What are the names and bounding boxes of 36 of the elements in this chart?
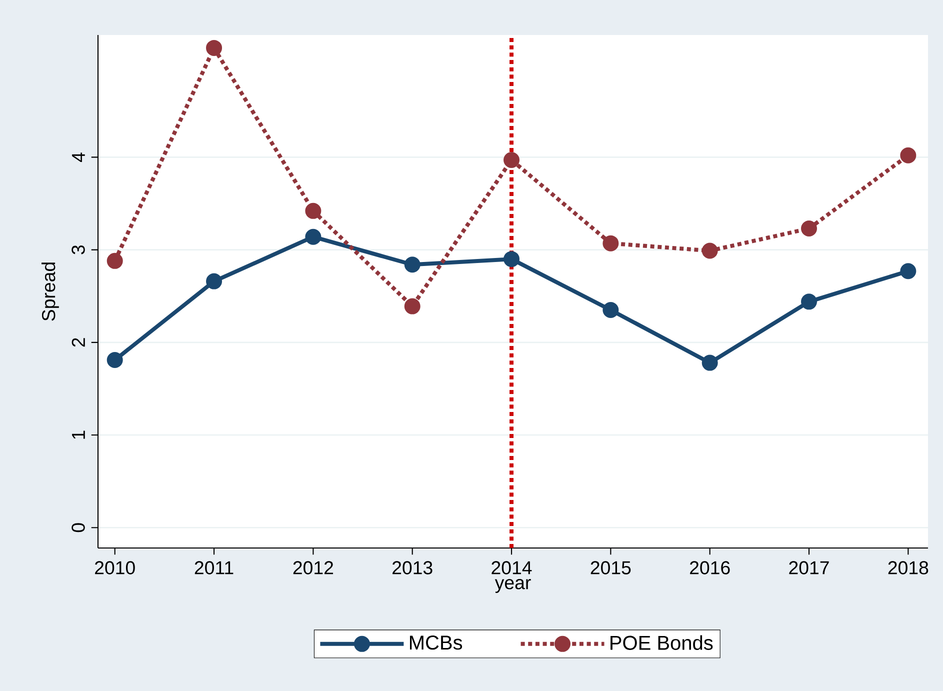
point: [900, 147, 916, 164]
y-tick-label: 3: [72, 245, 85, 254]
point: [702, 354, 718, 371]
point: [206, 273, 222, 290]
point: [801, 220, 818, 237]
y-axis-title: Spread: [42, 262, 59, 321]
y-tick-label: 0: [72, 523, 85, 532]
point: [504, 251, 520, 268]
x-axis-title: year: [494, 579, 531, 593]
y-tick-label: 2: [72, 338, 85, 347]
y-tick-label: 1: [72, 430, 85, 439]
point: [106, 252, 123, 269]
x-tick-label: 2011: [194, 561, 234, 574]
x-tick-label: 2013: [392, 561, 432, 574]
point: [305, 228, 322, 245]
x-tick-label: 2015: [590, 561, 631, 574]
point: [305, 202, 322, 219]
legend-label: MCBs: [410, 636, 462, 650]
x-tick-label: 2017: [789, 561, 829, 574]
point: [801, 294, 818, 310]
point: [206, 40, 222, 56]
point: [404, 298, 420, 314]
point: [504, 152, 520, 168]
x-tick-label: 2012: [293, 561, 334, 574]
x-tick-label: 2016: [690, 561, 730, 574]
point: [404, 256, 420, 273]
point: [602, 302, 619, 318]
point: [106, 352, 123, 368]
legend-label: POE Bonds: [610, 635, 713, 650]
x-tick-label: 2010: [95, 561, 135, 574]
x-tick-label: 2018: [888, 561, 928, 574]
point: [702, 242, 718, 259]
point: [900, 263, 916, 280]
point: [602, 235, 619, 252]
x-tick-label: 2014: [492, 561, 532, 574]
y-tick-label: 4: [72, 152, 85, 162]
